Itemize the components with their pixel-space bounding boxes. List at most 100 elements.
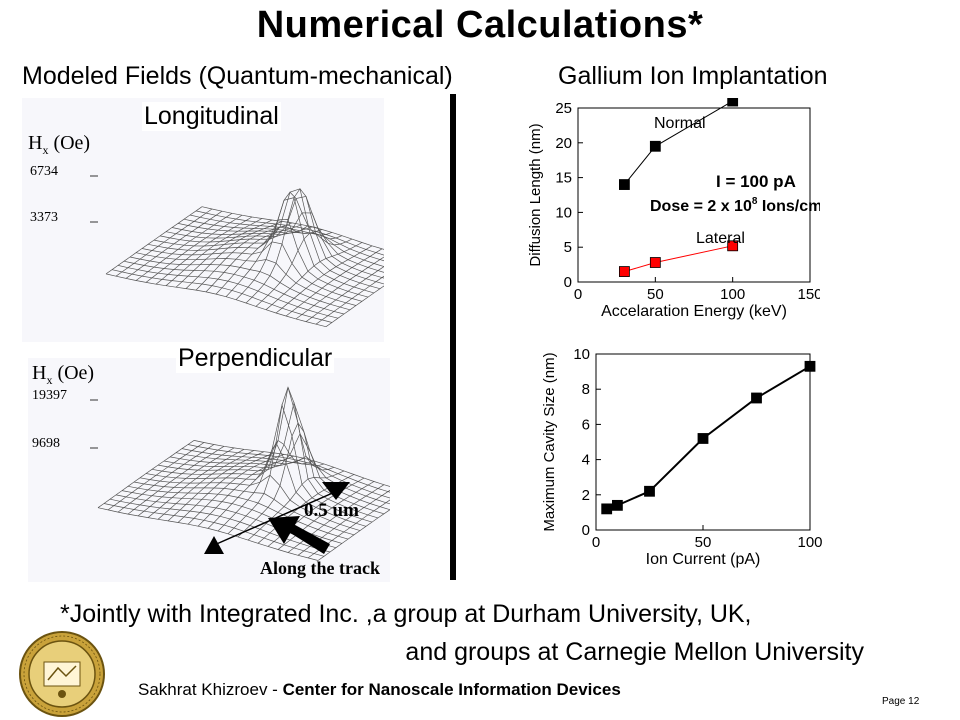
longitudinal-field-plot: Hx (Oe) 6734 3373 bbox=[22, 98, 384, 342]
mesh-line bbox=[153, 197, 375, 294]
mesh-line bbox=[165, 195, 384, 285]
mesh-line bbox=[207, 457, 305, 529]
hx-axis-label-bottom: Hx (Oe) bbox=[32, 362, 95, 387]
x-axis-label: Accelaration Energy (keV) bbox=[601, 303, 787, 320]
y-tick-label: 15 bbox=[555, 170, 572, 187]
mesh-line bbox=[245, 188, 343, 304]
data-point bbox=[649, 257, 661, 268]
mesh-line bbox=[255, 232, 353, 307]
author-name: Sakhrat Khizroev - bbox=[138, 680, 283, 699]
y-tick-label: 5 bbox=[564, 239, 572, 256]
mesh-line bbox=[217, 440, 315, 532]
mesh-line bbox=[157, 387, 379, 519]
data-point bbox=[601, 503, 613, 515]
triangle-marker-left bbox=[204, 536, 224, 554]
mesh-line bbox=[97, 507, 319, 561]
author-line: Sakhrat Khizroev - Center for Nanoscale … bbox=[138, 680, 621, 700]
current-annotation: I = 100 pA bbox=[716, 172, 796, 191]
right-heading: Gallium Ion Implantation bbox=[558, 62, 828, 90]
mesh-line bbox=[205, 224, 303, 293]
tick-label-9698: 9698 bbox=[32, 436, 60, 451]
x-tick-label: 0 bbox=[574, 286, 582, 303]
mesh-line bbox=[305, 266, 384, 322]
y-tick-label: 25 bbox=[555, 100, 572, 117]
center-name: Center for Nanoscale Information Devices bbox=[282, 680, 621, 699]
mesh-line bbox=[129, 256, 351, 311]
y-tick-label: 20 bbox=[555, 135, 572, 152]
mesh-line bbox=[277, 481, 375, 550]
left-heading: Modeled Fields (Quantum-mechanical) bbox=[22, 62, 453, 90]
plot-frame bbox=[577, 107, 811, 283]
mesh-line bbox=[105, 206, 203, 275]
mesh-line bbox=[115, 208, 213, 277]
data-point bbox=[619, 266, 630, 277]
data-point bbox=[727, 240, 739, 252]
data-point bbox=[644, 485, 655, 497]
university-seal-logo bbox=[19, 631, 105, 717]
vertical-divider bbox=[450, 94, 456, 580]
longitudinal-label: Longitudinal bbox=[142, 102, 281, 131]
mesh-line bbox=[117, 444, 215, 513]
y-tick-label: 2 bbox=[582, 487, 590, 504]
y-tick-label: 8 bbox=[582, 381, 590, 398]
mesh-line bbox=[147, 448, 245, 518]
x-tick-label: 0 bbox=[592, 534, 600, 551]
mesh-line bbox=[111, 269, 333, 323]
y-tick-label: 6 bbox=[582, 416, 590, 433]
series-label: Normal bbox=[654, 115, 706, 132]
slide-title: Numerical Calculations* bbox=[256, 4, 704, 46]
footnote-line-1: *Jointly with Integrated Inc. ,a group a… bbox=[60, 600, 752, 628]
mesh-line bbox=[155, 216, 253, 285]
perpendicular-mesh-figure bbox=[90, 386, 390, 561]
mesh-line bbox=[195, 222, 293, 291]
footnote-line-2: and groups at Carnegie Mellon University bbox=[405, 638, 864, 666]
mesh-line bbox=[285, 248, 383, 317]
mesh-line bbox=[275, 245, 373, 314]
tick-label-19397: 19397 bbox=[32, 388, 67, 403]
mesh-line bbox=[193, 440, 390, 487]
mesh-line bbox=[315, 275, 384, 325]
mesh-line bbox=[127, 446, 225, 515]
dose-annotation: Dose = 2 x 108 Ions/cm2 bbox=[650, 196, 820, 215]
mesh-line bbox=[123, 260, 345, 315]
series-label: Lateral bbox=[696, 230, 745, 247]
mesh-line bbox=[97, 440, 195, 508]
mesh-line bbox=[325, 285, 384, 327]
mesh-line bbox=[135, 213, 233, 281]
tick-label-3373: 3373 bbox=[30, 210, 58, 225]
data-point bbox=[612, 499, 623, 511]
mesh-line bbox=[237, 422, 335, 538]
series-line-1 bbox=[624, 245, 733, 273]
mesh-line bbox=[185, 221, 283, 289]
scale-label: 0.5 um bbox=[304, 500, 359, 521]
y-axis-label: Maximum Cavity Size (nm) bbox=[541, 352, 558, 531]
arrow-head-icon bbox=[268, 516, 300, 544]
x-tick-label: 100 bbox=[720, 286, 745, 303]
data-point bbox=[751, 392, 762, 404]
x-tick-label: 150 bbox=[797, 286, 820, 303]
cavity-size-chart: 0 50 100 0 2 4 6 8 10 Ion Current (pA) Maximum Cav… bbox=[541, 346, 823, 568]
y-tick-label: 10 bbox=[555, 204, 572, 221]
mesh-line bbox=[225, 226, 323, 297]
mesh-line bbox=[165, 218, 263, 286]
mesh-line bbox=[107, 442, 205, 511]
y-tick-label: 0 bbox=[582, 522, 590, 539]
tick-label-6734: 6734 bbox=[30, 164, 58, 179]
y-tick-label: 0 bbox=[564, 274, 572, 291]
mesh-line bbox=[197, 455, 295, 527]
mesh-line bbox=[175, 219, 273, 288]
x-tick-label: 100 bbox=[797, 534, 822, 551]
hx-axis-label: Hx (Oe) bbox=[28, 132, 91, 157]
mesh-line bbox=[295, 256, 384, 320]
y-tick-label: 10 bbox=[573, 346, 590, 363]
track-label: Along the track bbox=[260, 558, 380, 578]
mesh-line bbox=[177, 452, 275, 523]
mesh-line bbox=[105, 273, 327, 328]
triangle-marker-right bbox=[322, 482, 350, 500]
mesh-line bbox=[137, 447, 235, 517]
data-point bbox=[619, 179, 630, 190]
x-tick-label: 50 bbox=[695, 534, 712, 551]
mesh-line bbox=[317, 509, 390, 561]
mesh-line bbox=[167, 451, 265, 522]
data-point bbox=[649, 140, 661, 152]
